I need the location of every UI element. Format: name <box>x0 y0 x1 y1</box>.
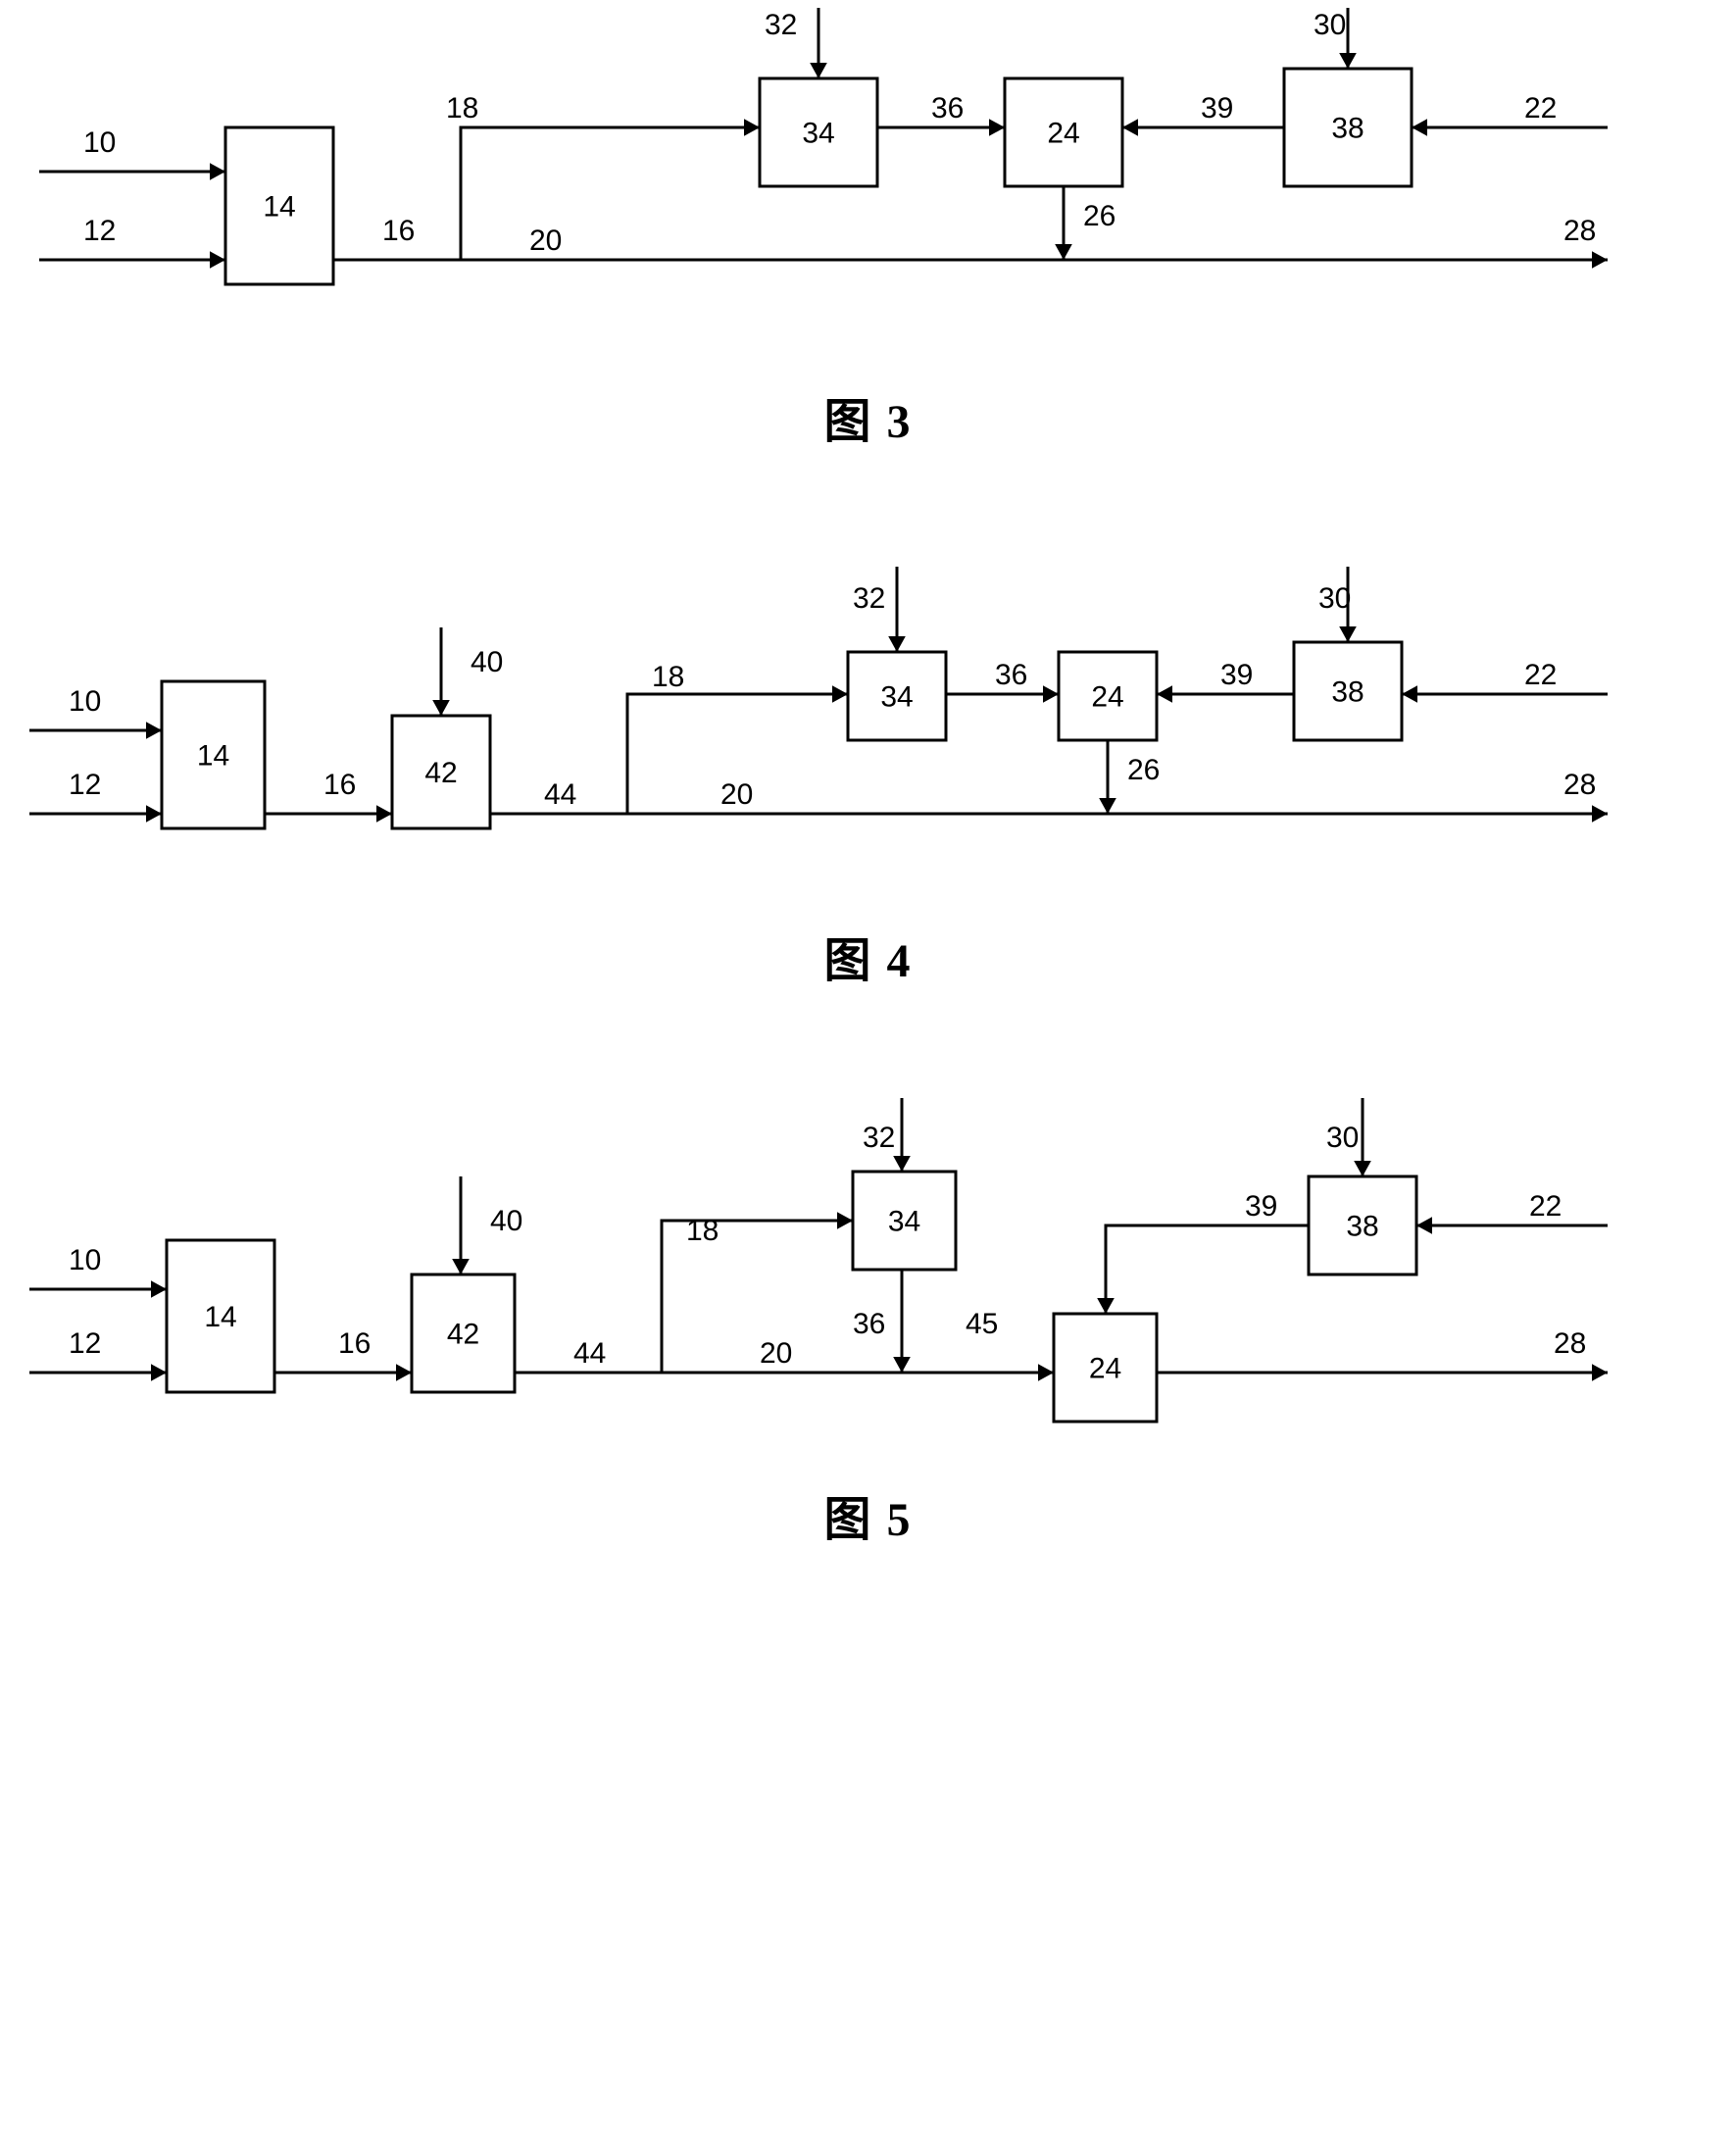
node-label: 24 <box>1089 1353 1121 1385</box>
figure-caption: 图 5 <box>0 1480 1736 1549</box>
node-label: 14 <box>197 740 229 773</box>
node-label: 38 <box>1346 1211 1378 1243</box>
edge-label: 12 <box>69 769 101 801</box>
edge-label: 32 <box>765 9 797 41</box>
figure-caption: 图 3 <box>0 382 1736 451</box>
edge-label: 20 <box>529 225 562 257</box>
node-label: 14 <box>204 1301 236 1333</box>
arrowhead-icon <box>1416 1217 1432 1234</box>
arrowhead-icon <box>1055 244 1072 260</box>
arrowhead-icon <box>810 63 827 78</box>
arrowhead-icon <box>1402 685 1417 703</box>
flow-edge <box>1106 1225 1309 1314</box>
arrowhead-icon <box>452 1259 470 1274</box>
arrowhead-icon <box>744 119 760 136</box>
edge-label: 16 <box>382 215 415 247</box>
arrowhead-icon <box>1038 1364 1054 1381</box>
arrowhead-icon <box>396 1364 412 1381</box>
edge-label: 39 <box>1245 1190 1277 1223</box>
edge-label: 32 <box>853 582 885 615</box>
edge-label: 10 <box>83 126 116 159</box>
edge-label: 20 <box>760 1337 792 1370</box>
edge-label: 36 <box>853 1308 885 1340</box>
edge-label: 30 <box>1314 9 1346 41</box>
node-label: 34 <box>888 1206 920 1238</box>
edge-label: 18 <box>652 661 684 693</box>
edge-label: 40 <box>490 1205 522 1237</box>
arrowhead-icon <box>1339 626 1357 642</box>
edge-label: 44 <box>573 1337 606 1370</box>
edge-label: 28 <box>1554 1327 1586 1360</box>
edge-label: 45 <box>966 1308 998 1340</box>
arrowhead-icon <box>1412 119 1427 136</box>
edge-label: 39 <box>1201 92 1233 125</box>
flowchart-svg: 10 12 16 44 20 40 18 32 30 22 39 36 45 28 14 42 34 24 38 <box>0 1078 1736 1451</box>
edge-label: 18 <box>686 1215 719 1247</box>
arrowhead-icon <box>151 1364 167 1381</box>
figure-caption: 图 4 <box>0 922 1736 990</box>
arrowhead-icon <box>1592 805 1608 823</box>
edge-label: 44 <box>544 778 576 811</box>
edge-label: 26 <box>1083 200 1116 232</box>
arrowhead-icon <box>1097 1298 1115 1314</box>
flowchart-svg: 10 12 16 44 28 20 40 18 32 36 30 22 39 26 14 42 34 24 38 <box>0 539 1736 892</box>
figure-fig4: 10 12 16 44 28 20 40 18 32 36 30 22 39 26 14 42 34 24 38 图 … <box>0 539 1736 990</box>
arrowhead-icon <box>1043 685 1059 703</box>
arrowhead-icon <box>210 163 225 180</box>
arrowhead-icon <box>1122 119 1138 136</box>
edge-label: 16 <box>338 1327 371 1360</box>
arrowhead-icon <box>1592 251 1608 269</box>
edge-label: 28 <box>1563 215 1596 247</box>
edge-label: 22 <box>1524 92 1557 125</box>
edge-label: 30 <box>1318 582 1351 615</box>
arrowhead-icon <box>1339 53 1357 69</box>
node-label: 24 <box>1047 118 1079 150</box>
edge-label: 28 <box>1563 769 1596 801</box>
arrowhead-icon <box>151 1280 167 1298</box>
edge-label: 16 <box>323 769 356 801</box>
node-label: 14 <box>263 191 295 224</box>
edge-label: 22 <box>1529 1190 1562 1223</box>
arrowhead-icon <box>893 1156 911 1172</box>
edge-label: 39 <box>1220 659 1253 691</box>
edge-label: 32 <box>863 1122 895 1154</box>
node-label: 34 <box>880 681 913 714</box>
edge-label: 36 <box>931 92 964 125</box>
edge-label: 36 <box>995 659 1027 691</box>
node-label: 38 <box>1331 113 1364 145</box>
arrowhead-icon <box>146 722 162 739</box>
edge-label: 40 <box>471 646 503 678</box>
arrowhead-icon <box>210 251 225 269</box>
edge-label: 30 <box>1326 1122 1359 1154</box>
node-label: 42 <box>424 757 457 789</box>
flow-edge <box>461 127 760 260</box>
edge-label: 18 <box>446 92 478 125</box>
arrowhead-icon <box>1592 1364 1608 1381</box>
arrowhead-icon <box>376 805 392 823</box>
edge-label: 12 <box>69 1327 101 1360</box>
node-label: 38 <box>1331 676 1364 709</box>
arrowhead-icon <box>1157 685 1172 703</box>
arrowhead-icon <box>888 636 906 652</box>
arrowhead-icon <box>432 700 450 716</box>
figure-fig5: 10 12 16 44 20 40 18 32 30 22 39 36 45 28 14 42 34 24 38 图 … <box>0 1078 1736 1549</box>
arrowhead-icon <box>837 1212 853 1229</box>
arrowhead-icon <box>1354 1161 1371 1176</box>
edge-label: 10 <box>69 685 101 718</box>
arrowhead-icon <box>146 805 162 823</box>
edge-label: 12 <box>83 215 116 247</box>
figure-fig3: 10 12 16 28 20 18 32 36 30 22 39 26 14 34 24 38 图 3 <box>0 0 1736 451</box>
flowchart-svg: 10 12 16 28 20 18 32 36 30 22 39 26 14 34 24 38 <box>0 0 1736 353</box>
arrowhead-icon <box>1099 798 1116 814</box>
edge-label: 10 <box>69 1244 101 1276</box>
arrowhead-icon <box>893 1357 911 1373</box>
edge-label: 20 <box>720 778 753 811</box>
arrowhead-icon <box>989 119 1005 136</box>
node-label: 24 <box>1091 681 1123 714</box>
node-label: 34 <box>802 118 834 150</box>
edge-label: 22 <box>1524 659 1557 691</box>
arrowhead-icon <box>832 685 848 703</box>
edge-label: 26 <box>1127 754 1160 786</box>
node-label: 42 <box>447 1319 479 1351</box>
